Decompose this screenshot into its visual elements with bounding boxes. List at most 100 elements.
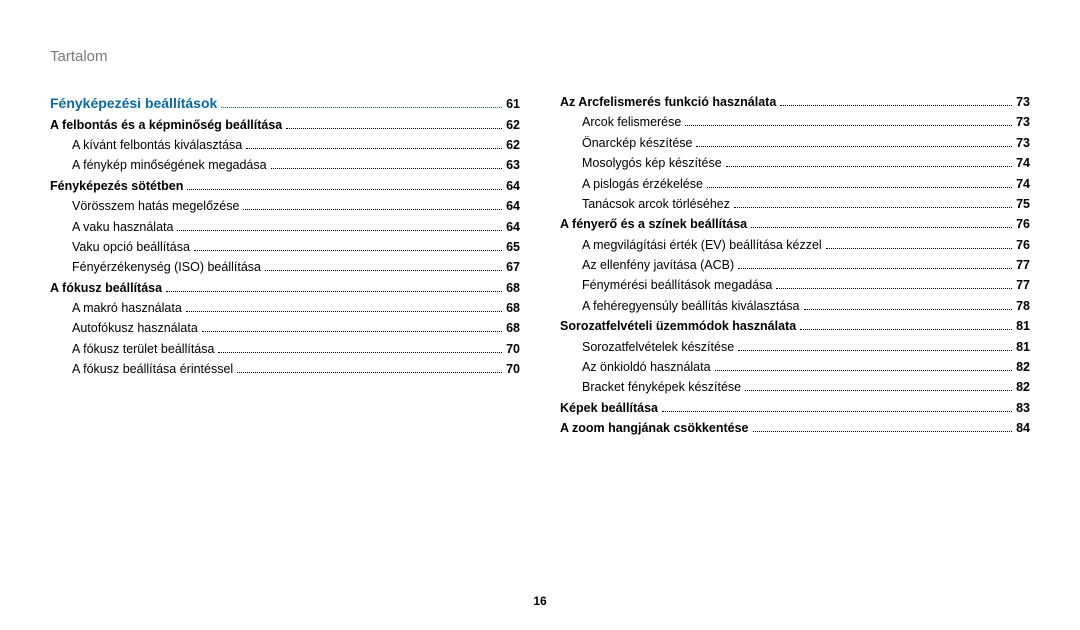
toc-entry-page: 64 xyxy=(506,177,520,196)
toc-entry-page: 65 xyxy=(506,238,520,257)
toc-dot-leader xyxy=(194,250,502,251)
toc-entry-label: A megvilágítási érték (EV) beállítása ké… xyxy=(582,236,822,255)
toc-entry-label: Az ellenfény javítása (ACB) xyxy=(582,256,734,275)
toc-entry-page: 70 xyxy=(506,360,520,379)
toc-entry-page: 76 xyxy=(1016,236,1030,255)
toc-entry-page: 82 xyxy=(1016,378,1030,397)
toc-entry-label: A fókusz beállítása xyxy=(50,279,162,298)
toc-entry-label: A fényerő és a színek beállítása xyxy=(560,215,747,234)
toc-entry-page: 68 xyxy=(506,279,520,298)
toc-entry[interactable]: Az önkioldó használata82 xyxy=(560,358,1030,377)
toc-entry-label: A fókusz beállítása érintéssel xyxy=(72,360,233,379)
toc-dot-leader xyxy=(237,372,502,373)
toc-entry-label: A felbontás és a képminőség beállítása xyxy=(50,116,282,135)
toc-entry[interactable]: A megvilágítási érték (EV) beállítása ké… xyxy=(560,236,1030,255)
toc-entry-label: Vaku opció beállítása xyxy=(72,238,190,257)
toc-entry-label: Tanácsok arcok törléséhez xyxy=(582,195,730,214)
toc-entry-label: Az önkioldó használata xyxy=(582,358,711,377)
toc-entry[interactable]: A pislogás érzékelése 74 xyxy=(560,175,1030,194)
toc-entry[interactable]: A kívánt felbontás kiválasztása 62 xyxy=(50,136,520,155)
toc-entry[interactable]: A fehéregyensúly beállítás kiválasztása7… xyxy=(560,297,1030,316)
toc-entry-label: Bracket fényképek készítése xyxy=(582,378,741,397)
toc-entry-page: 68 xyxy=(506,319,520,338)
toc-entry-label: A fénykép minőségének megadása xyxy=(72,156,267,175)
toc-dot-leader xyxy=(696,146,1012,147)
toc-dot-leader xyxy=(776,288,1012,289)
toc-dot-leader xyxy=(286,128,502,129)
toc-entry[interactable]: Tanácsok arcok törléséhez 75 xyxy=(560,195,1030,214)
toc-entry[interactable]: Fénymérési beállítások megadása77 xyxy=(560,276,1030,295)
toc-entry-page: 64 xyxy=(506,218,520,237)
toc-dot-leader xyxy=(221,107,502,108)
toc-entry[interactable]: Az Arcfelismerés funkció használata73 xyxy=(560,93,1030,112)
toc-dot-leader xyxy=(662,411,1012,412)
toc-entry-label: A zoom hangjának csökkentése xyxy=(560,419,749,438)
toc-entry-label: Sorozatfelvételek készítése xyxy=(582,338,734,357)
toc-entry-label: Önarckép készítése xyxy=(582,134,692,153)
toc-dot-leader xyxy=(751,227,1012,228)
toc-entry[interactable]: A felbontás és a képminőség beállítása62 xyxy=(50,116,520,135)
toc-entry-label: A kívánt felbontás kiválasztása xyxy=(72,136,242,155)
toc-entry[interactable]: A zoom hangjának csökkentése 84 xyxy=(560,419,1030,438)
page-header: Tartalom xyxy=(50,48,1030,65)
toc-entry-page: 81 xyxy=(1016,338,1030,357)
toc-entry[interactable]: Vaku opció beállítása 65 xyxy=(50,238,520,257)
toc-entry[interactable]: Önarckép készítése73 xyxy=(560,134,1030,153)
toc-entry-page: 62 xyxy=(506,136,520,155)
toc-dot-leader xyxy=(715,370,1013,371)
toc-entry-label: Autofókusz használata xyxy=(72,319,198,338)
toc-entry[interactable]: A fénykép minőségének megadása 63 xyxy=(50,156,520,175)
toc-columns: Fényképezési beállítások 61 A felbontás és… xyxy=(50,93,1030,439)
toc-entry-page: 74 xyxy=(1016,175,1030,194)
toc-entry[interactable]: A fókusz beállítása 68 xyxy=(50,279,520,298)
toc-dot-leader xyxy=(187,189,502,190)
toc-entry-label: Arcok felismerése xyxy=(582,113,681,132)
toc-entry-page: 61 xyxy=(506,95,520,114)
toc-entry-page: 83 xyxy=(1016,399,1030,418)
toc-right-column: Az Arcfelismerés funkció használata73Arc… xyxy=(560,93,1030,439)
toc-entry-page: 73 xyxy=(1016,113,1030,132)
toc-entry-page: 84 xyxy=(1016,419,1030,438)
toc-entry-page: 63 xyxy=(506,156,520,175)
toc-dot-leader xyxy=(243,209,502,210)
toc-entry-label: Képek beállítása xyxy=(560,399,658,418)
toc-entry[interactable]: A fényerő és a színek beállítása 76 xyxy=(560,215,1030,234)
toc-dot-leader xyxy=(707,187,1012,188)
toc-entry[interactable]: Vörösszem hatás megelőzése 64 xyxy=(50,197,520,216)
toc-entry[interactable]: Fényképezési beállítások 61 xyxy=(50,93,520,115)
toc-entry-page: 64 xyxy=(506,197,520,216)
toc-entry-label: Fényképezési beállítások xyxy=(50,93,217,115)
toc-entry[interactable]: Képek beállítása 83 xyxy=(560,399,1030,418)
toc-dot-leader xyxy=(246,148,502,149)
toc-entry[interactable]: Az ellenfény javítása (ACB)77 xyxy=(560,256,1030,275)
toc-entry-label: Mosolygós kép készítése xyxy=(582,154,722,173)
toc-entry[interactable]: A makró használata68 xyxy=(50,299,520,318)
toc-entry-label: A makró használata xyxy=(72,299,182,318)
toc-entry-label: Fényképezés sötétben xyxy=(50,177,183,196)
toc-entry[interactable]: Fényérzékenység (ISO) beállítása67 xyxy=(50,258,520,277)
toc-entry[interactable]: Autofókusz használata 68 xyxy=(50,319,520,338)
toc-dot-leader xyxy=(186,311,502,312)
toc-entry[interactable]: A fókusz terület beállítása70 xyxy=(50,340,520,359)
toc-entry-page: 75 xyxy=(1016,195,1030,214)
toc-entry[interactable]: Arcok felismerése 73 xyxy=(560,113,1030,132)
toc-dot-leader xyxy=(685,125,1012,126)
toc-dot-leader xyxy=(734,207,1012,208)
toc-dot-leader xyxy=(800,329,1012,330)
toc-entry-page: 76 xyxy=(1016,215,1030,234)
toc-dot-leader xyxy=(804,309,1013,310)
toc-entry[interactable]: A fókusz beállítása érintéssel 70 xyxy=(50,360,520,379)
toc-entry-label: A pislogás érzékelése xyxy=(582,175,703,194)
toc-dot-leader xyxy=(177,230,502,231)
toc-dot-leader xyxy=(826,248,1012,249)
toc-entry-page: 74 xyxy=(1016,154,1030,173)
toc-dot-leader xyxy=(726,166,1012,167)
toc-entry[interactable]: Mosolygós kép készítése 74 xyxy=(560,154,1030,173)
toc-entry[interactable]: Sorozatfelvételek készítése 81 xyxy=(560,338,1030,357)
toc-entry[interactable]: Fényképezés sötétben 64 xyxy=(50,177,520,196)
toc-entry-label: Vörösszem hatás megelőzése xyxy=(72,197,239,216)
toc-entry[interactable]: Sorozatfelvételi üzemmódok használata81 xyxy=(560,317,1030,336)
toc-entry-label: Fényérzékenység (ISO) beállítása xyxy=(72,258,261,277)
toc-entry[interactable]: A vaku használata64 xyxy=(50,218,520,237)
toc-entry[interactable]: Bracket fényképek készítése 82 xyxy=(560,378,1030,397)
